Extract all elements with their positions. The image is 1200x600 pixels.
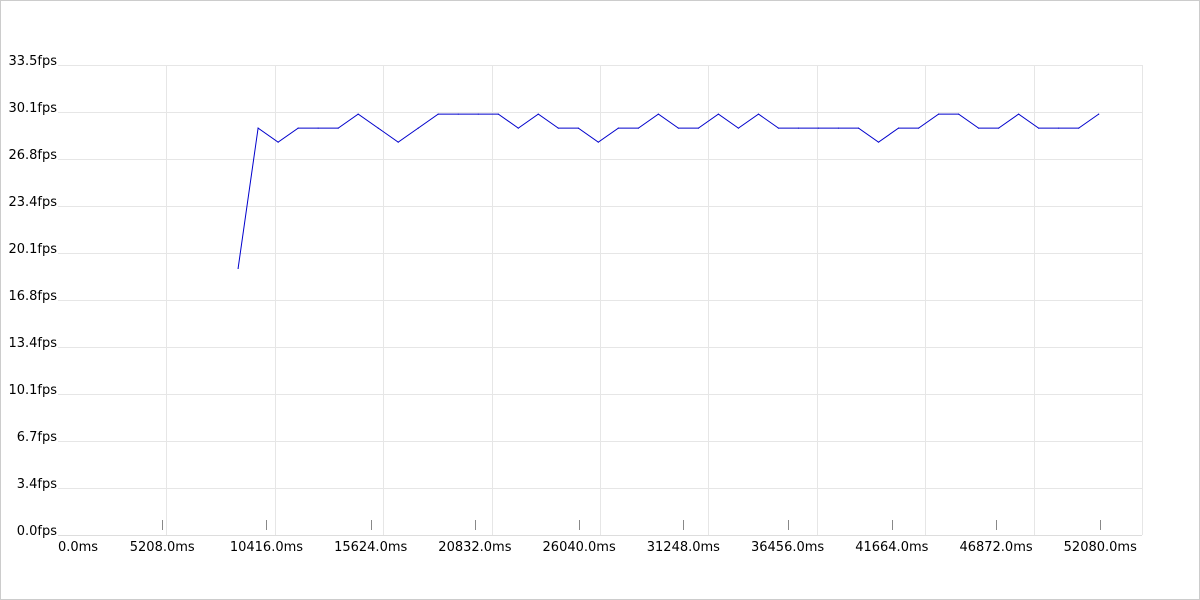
y-tick-label: 20.1fps	[8, 242, 57, 257]
fps-data-point	[617, 127, 619, 129]
y-tick-label: 13.4fps	[8, 336, 57, 351]
fps-data-point	[697, 127, 700, 129]
fps-data-point	[477, 113, 479, 115]
x-tick-label: 0.0ms	[58, 540, 98, 555]
fps-data-point	[717, 113, 720, 115]
fps-data-point	[1058, 127, 1060, 129]
fps-data-point	[777, 127, 780, 129]
fps-data-point	[937, 113, 940, 115]
y-tick-label: 10.1fps	[8, 383, 57, 398]
fps-data-point	[1078, 127, 1080, 129]
fps-data-point	[797, 127, 800, 129]
x-tick-label: 52080.0ms	[1064, 540, 1137, 555]
fps-data-point	[257, 127, 259, 129]
fps-data-point	[877, 141, 880, 143]
y-tick-label: 30.1fps	[8, 101, 57, 116]
y-tick-label: 23.4fps	[8, 195, 57, 210]
fps-data-point	[557, 127, 559, 129]
fps-data-point	[977, 127, 980, 129]
fps-data-point	[537, 113, 539, 115]
y-tick-label: 6.7fps	[17, 430, 58, 445]
fps-data-point	[497, 113, 499, 115]
x-tick-label: 26040.0ms	[543, 540, 616, 555]
fps-data-point	[457, 113, 459, 115]
x-tick-label: 46872.0ms	[959, 540, 1032, 555]
fps-data-point	[417, 127, 419, 129]
fps-data-point	[317, 127, 319, 129]
fps-data-point	[917, 127, 920, 129]
fps-data-point	[677, 127, 680, 129]
fps-data-point	[297, 127, 299, 129]
fps-data-point	[957, 113, 960, 115]
fps-data-point	[597, 141, 599, 143]
fps-data-point	[897, 127, 900, 129]
fps-data-point	[737, 127, 740, 129]
x-tick-label: 41664.0ms	[855, 540, 928, 555]
fps-data-point	[337, 127, 339, 129]
y-tick-label: 16.8fps	[8, 289, 57, 304]
fps-data-point	[357, 113, 359, 115]
fps-data-point	[577, 127, 579, 129]
fps-data-point	[377, 127, 379, 129]
fps-data-point	[277, 141, 279, 143]
fps-data-point	[998, 127, 1000, 129]
x-tick-label: 31248.0ms	[647, 540, 720, 555]
fps-data-point	[837, 127, 840, 129]
fps-data-point	[1098, 113, 1100, 115]
fps-data-point	[237, 267, 239, 270]
x-tick-label: 36456.0ms	[751, 540, 824, 555]
x-tick-label: 15624.0ms	[334, 540, 407, 555]
fps-data-point	[517, 127, 519, 129]
y-tick-label: 3.4fps	[17, 477, 58, 492]
fps-data-point	[397, 141, 399, 143]
fps-data-point	[1018, 113, 1020, 115]
y-tick-label: 33.5fps	[8, 54, 57, 69]
fps-data-point	[1038, 127, 1040, 129]
fps-data-point	[657, 113, 659, 115]
fps-data-point	[437, 113, 439, 115]
y-tick-label: 26.8fps	[8, 148, 57, 163]
fps-data-point	[757, 113, 760, 115]
x-tick-label: 5208.0ms	[130, 540, 195, 555]
fps-series-line	[237, 113, 1099, 269]
x-tick-label: 10416.0ms	[230, 540, 303, 555]
y-tick-label: 0.0fps	[17, 524, 58, 539]
fps-data-point	[817, 127, 820, 129]
fps-data-point	[857, 127, 860, 129]
fps-data-point	[637, 127, 639, 129]
x-tick-label: 20832.0ms	[438, 540, 511, 555]
